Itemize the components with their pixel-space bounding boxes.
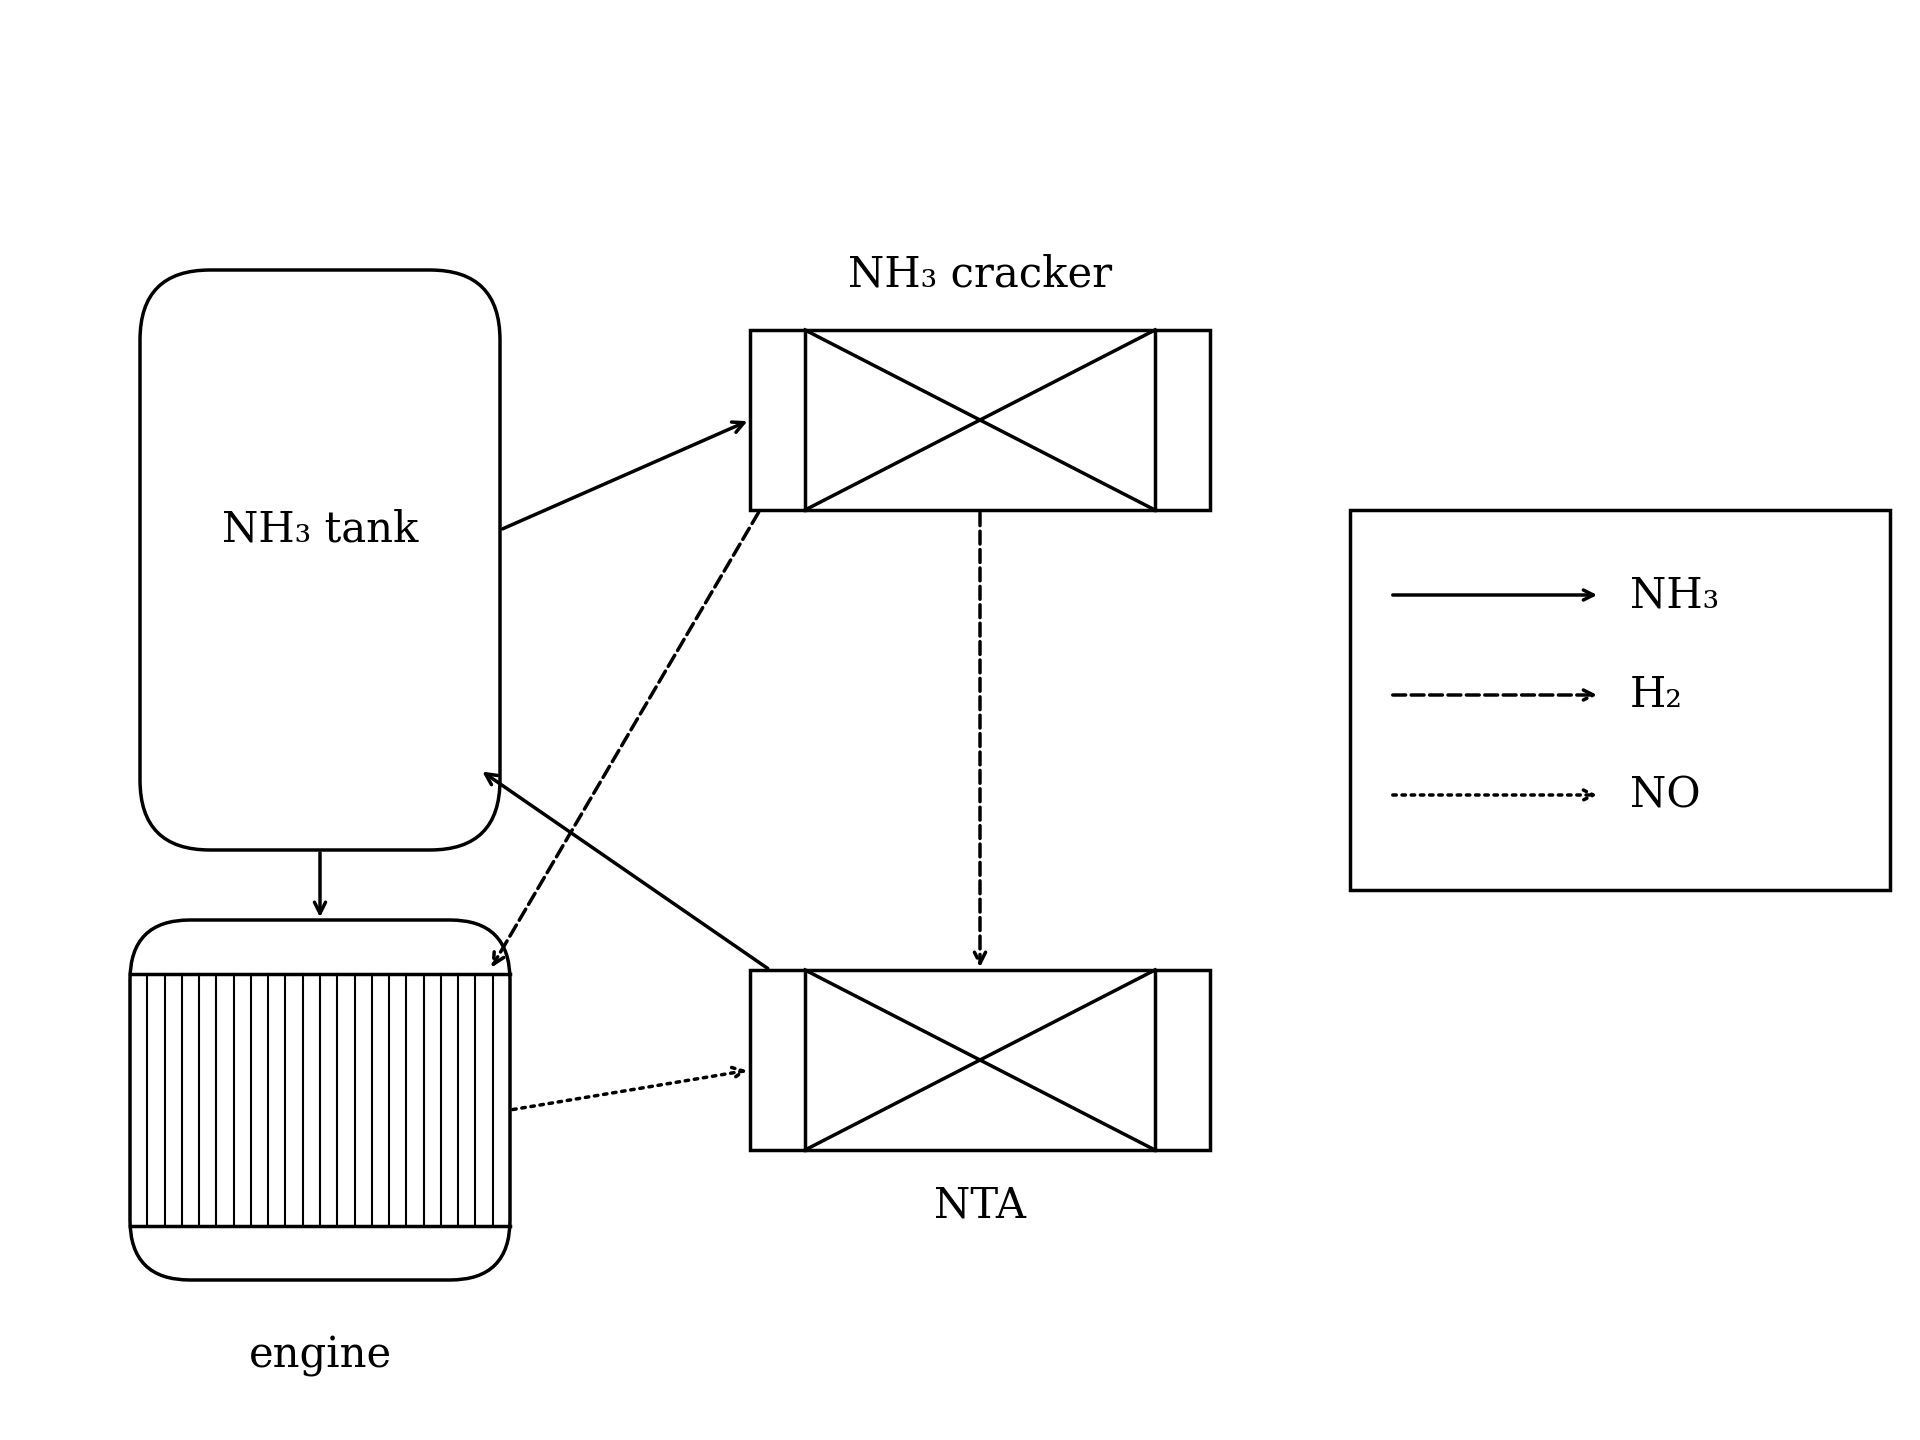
FancyBboxPatch shape — [131, 920, 511, 1280]
Polygon shape — [1350, 510, 1889, 890]
Polygon shape — [751, 971, 1210, 1151]
Text: NTA: NTA — [933, 1185, 1025, 1227]
Text: NH₃ tank: NH₃ tank — [223, 508, 419, 552]
Text: NH₃ cracker: NH₃ cracker — [849, 253, 1112, 295]
Text: H₂: H₂ — [1630, 674, 1684, 716]
FancyBboxPatch shape — [140, 271, 499, 850]
Text: engine: engine — [248, 1335, 392, 1377]
Polygon shape — [751, 330, 1210, 510]
Text: NH₃: NH₃ — [1630, 575, 1718, 616]
Text: NO: NO — [1630, 775, 1701, 816]
